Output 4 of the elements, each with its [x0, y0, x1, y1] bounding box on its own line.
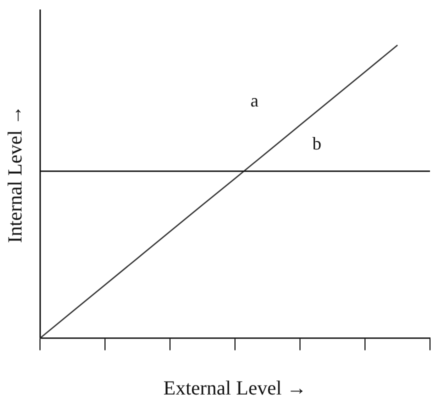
annotation: b: [312, 133, 322, 154]
y-axis-title: Internal Level →: [4, 105, 26, 243]
x-axis-title: External Level →: [163, 377, 307, 400]
annotation: a: [250, 90, 258, 111]
